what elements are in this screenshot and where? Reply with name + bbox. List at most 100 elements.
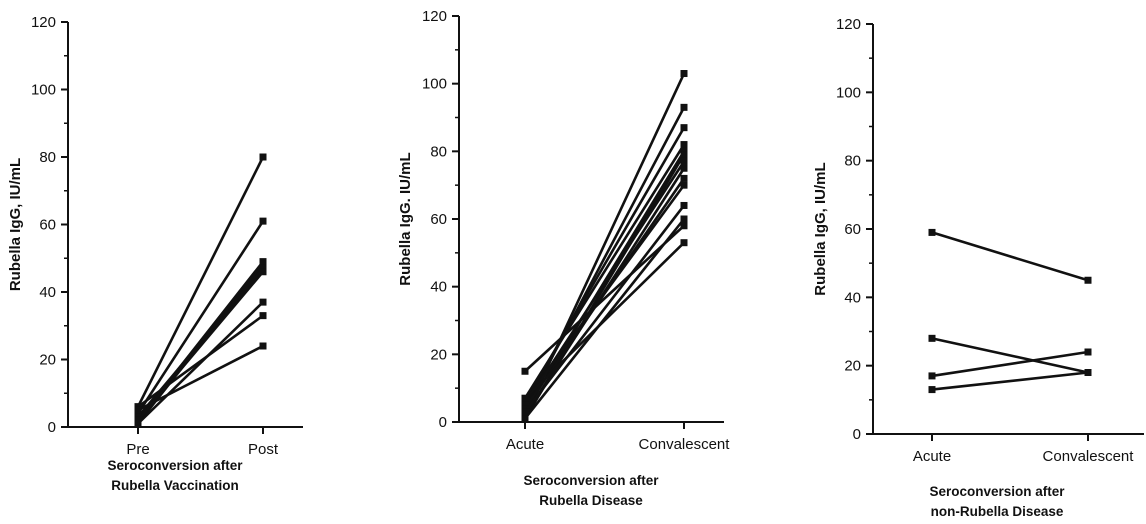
series-4 (928, 369, 1092, 394)
series-line (137, 314, 264, 408)
y-tick-label: 40 (430, 279, 447, 296)
y-tick-label: 100 (836, 84, 861, 101)
series-1 (521, 222, 688, 375)
data-point (680, 201, 688, 209)
data-point (928, 386, 936, 394)
x-axis-caption-line: Rubella Disease (539, 493, 643, 508)
y-tick-label: 80 (430, 143, 447, 160)
data-point (1084, 348, 1092, 356)
x-tick-label: Convalescent (1043, 448, 1135, 465)
series-8 (134, 312, 267, 411)
data-point (928, 334, 936, 342)
series-line (523, 143, 686, 400)
data-point (259, 153, 267, 161)
x-axis-caption-line: Rubella Vaccination (111, 478, 239, 493)
y-tick-label: 20 (39, 352, 56, 369)
y-tick-label: 120 (836, 16, 861, 33)
data-point (680, 124, 688, 132)
series-line (931, 350, 1089, 378)
data-point (521, 408, 529, 416)
data-point (680, 215, 688, 223)
x-axis-caption-line: Seroconversion after (929, 484, 1065, 499)
x-axis-caption-line: Seroconversion after (523, 473, 659, 488)
y-tick-label: 100 (31, 82, 56, 99)
data-point (521, 367, 529, 375)
series-line (137, 270, 264, 422)
series-line (137, 301, 264, 425)
y-tick-label: 60 (844, 221, 861, 238)
chart-2: 0 20 40 60 80 100 120 Acute Convalescent Rubella … (397, 8, 730, 508)
data-point (259, 312, 267, 320)
data-point (259, 268, 267, 276)
series-5 (134, 264, 267, 421)
series-line (931, 337, 1089, 374)
data-point (680, 70, 688, 78)
x-tick-label: Acute (913, 448, 951, 465)
series-line (136, 220, 265, 415)
data-point (680, 157, 688, 165)
y-tick-label: 60 (430, 211, 447, 228)
data-point (680, 239, 688, 247)
data-point (680, 222, 688, 230)
series-7 (134, 298, 267, 428)
data-point (680, 164, 688, 172)
x-tick-label: Post (248, 441, 279, 458)
series-line (524, 224, 685, 373)
x-axis-caption-line: Seroconversion after (107, 458, 243, 473)
chart-3: 0 20 40 60 80 100 120 Acute Convalescent Rubella … (812, 16, 1144, 519)
series-1 (928, 228, 1092, 284)
y-tick-label: 100 (422, 76, 447, 93)
y-axis-title: Rubella IgG, IU/mL (7, 158, 24, 291)
data-point (928, 372, 936, 380)
x-tick-label: Convalescent (639, 436, 731, 453)
data-point (134, 406, 142, 414)
data-point (680, 174, 688, 182)
y-tick-label: 40 (844, 289, 861, 306)
data-point (680, 151, 688, 159)
series-11 (521, 181, 688, 406)
y-tick-label: 0 (48, 419, 56, 436)
y-tick-label: 80 (844, 153, 861, 170)
series-line (523, 106, 686, 410)
data-point (134, 420, 142, 428)
data-point (680, 181, 688, 189)
series-5 (521, 141, 688, 402)
data-point (259, 342, 267, 350)
y-tick-label: 120 (422, 8, 447, 25)
series-3 (928, 348, 1092, 380)
data-point (521, 415, 529, 423)
x-tick-label: Acute (506, 436, 544, 453)
data-point (1084, 276, 1092, 284)
y-tick-label: 20 (430, 346, 447, 363)
series-12 (521, 201, 688, 416)
data-point (680, 103, 688, 111)
series-line (523, 204, 686, 413)
data-point (521, 394, 529, 402)
data-point (680, 141, 688, 149)
data-point (1084, 369, 1092, 376)
series-line (524, 241, 685, 400)
y-tick-label: 20 (844, 358, 861, 375)
x-tick-label: Pre (126, 441, 149, 458)
series-9 (134, 342, 267, 414)
data-point (259, 217, 267, 225)
y-tick-label: 40 (39, 284, 56, 301)
y-tick-label: 60 (39, 217, 56, 234)
y-tick-label: 80 (39, 149, 56, 166)
data-point (928, 228, 936, 236)
y-tick-label: 0 (853, 426, 861, 443)
series-line (931, 231, 1089, 282)
series-line (523, 184, 686, 403)
chart-1: 0 20 40 60 80 100 120 Pre Post Rubella IgG, IU/mL… (7, 14, 303, 493)
series-line (137, 344, 264, 412)
y-axis-title: Rubella IgG. IU/mL (397, 152, 414, 285)
x-axis-caption-line: non-Rubella Disease (931, 504, 1064, 519)
series-line (136, 156, 265, 408)
y-tick-label: 120 (31, 14, 56, 31)
y-axis-title: Rubella IgG, IU/mL (812, 162, 829, 295)
y-tick-label: 0 (439, 414, 447, 431)
series-14 (521, 239, 688, 402)
data-point (259, 298, 267, 306)
series-line (931, 371, 1089, 391)
